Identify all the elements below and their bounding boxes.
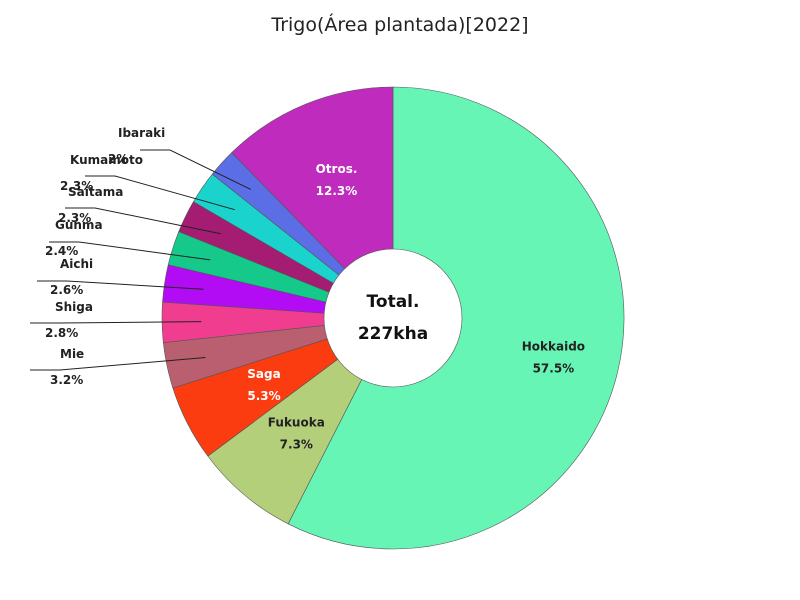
label-saitama: Saitama [68,185,123,199]
label-aichi: Aichi [60,257,93,271]
slice-otros[interactable] [231,86,394,319]
chart-title: Trigo(Área plantada)[2022] [271,14,529,36]
percent-aichi: 2.6% [50,283,83,297]
percent-kumamoto: 2.3% [60,179,93,193]
percent-fukuoka: 7.3% [280,438,313,452]
leader-line-mie [30,357,206,371]
label-hokkaido: Hokkaido [522,340,585,354]
label-otros: Otros. [316,162,358,176]
donut-hole [323,248,463,388]
center-label: Total. [367,292,420,312]
percent-saga: 5.3% [247,389,280,403]
leader-line-gunma [49,241,211,261]
label-shiga: Shiga [55,300,93,314]
label-fukuoka: Fukuoka [268,416,325,430]
leader-line-saitama [65,207,221,235]
percent-ibaraki: 2% [108,152,128,166]
percent-otros: 12.3% [316,184,358,198]
leader-lines-group [30,149,252,371]
label-mie: Mie [60,347,84,361]
labels-group: Hokkaido 57.5% Fukuoka 7.3% Saga 5.3% Mie 3.2% S… [45,126,585,452]
label-saga: Saga [247,367,280,381]
percent-hokkaido: 57.5% [533,362,575,376]
leader-line-aichi [37,280,204,290]
percent-saitama: 2.3% [58,211,91,225]
center-value: 227kha [358,324,428,344]
percent-shiga: 2.8% [45,326,78,340]
leader-line-shiga [30,321,202,324]
leader-line-kumamoto [85,175,235,211]
label-kumamoto: Kumamoto [70,153,143,167]
percent-mie: 3.2% [50,373,83,387]
leader-line-ibaraki [140,149,252,190]
label-ibaraki: Ibaraki [118,126,165,140]
percent-gunma: 2.4% [45,244,78,258]
label-gunma: Gunma [55,218,103,232]
